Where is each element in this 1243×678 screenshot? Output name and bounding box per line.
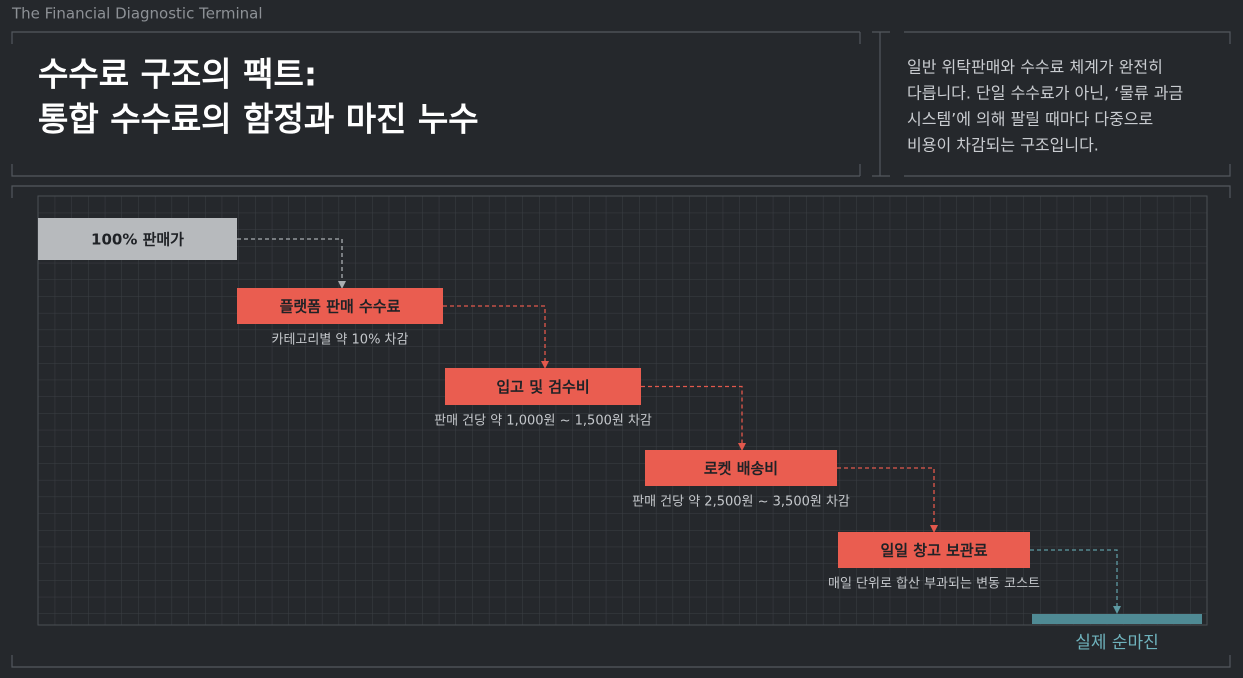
arrowhead xyxy=(1113,606,1121,614)
arrowhead xyxy=(338,281,346,289)
title-line: 통합 수수료의 함정과 마진 누수 xyxy=(38,100,479,139)
connector xyxy=(443,305,546,363)
node-note: 매일 단위로 합산 부과되는 변동 코스트 xyxy=(828,577,1040,592)
grid xyxy=(37,195,1208,626)
description-line: 다릅니다. 단일 수수료가 아닌, ‘물류 과금 xyxy=(907,84,1183,103)
node-box xyxy=(838,532,1030,568)
description-line: 시스템’에 의해 팔릴 때마다 다중으로 xyxy=(907,110,1153,129)
node-label: 입고 및 검수비 xyxy=(496,378,589,396)
node-box xyxy=(645,450,837,486)
title-line: 수수료 구조의 팩트: xyxy=(38,55,317,94)
node-label: 일일 창고 보관료 xyxy=(880,542,987,560)
result-label: 실제 순마진 xyxy=(1075,633,1159,653)
description-line: 비용이 차감되는 구조입니다. xyxy=(907,136,1099,155)
node-box xyxy=(237,288,443,324)
arrowhead xyxy=(541,361,549,369)
connector xyxy=(837,467,935,527)
node-note: 카테고리별 약 10% 차감 xyxy=(272,333,409,348)
arrowhead xyxy=(738,443,746,451)
node-note: 판매 건당 약 1,000원 ~ 1,500원 차감 xyxy=(434,414,652,429)
node-label: 플랫폼 판매 수수료 xyxy=(280,298,401,316)
connector xyxy=(1030,549,1118,608)
node-box xyxy=(38,218,237,260)
frame xyxy=(11,31,1231,668)
description-line: 일반 위탁판매와 수수료 체계가 완전히 xyxy=(907,58,1163,77)
node-label: 100% 판매가 xyxy=(91,231,184,249)
node-label: 로켓 배송비 xyxy=(704,460,778,478)
arrowhead xyxy=(930,525,938,533)
node-box xyxy=(445,368,641,405)
header: The Financial Diagnostic Terminal xyxy=(11,5,263,23)
connector xyxy=(641,385,743,445)
connector xyxy=(237,238,343,283)
result-bar xyxy=(1032,614,1202,624)
node-note: 판매 건당 약 2,500원 ~ 3,500원 차감 xyxy=(632,495,850,510)
